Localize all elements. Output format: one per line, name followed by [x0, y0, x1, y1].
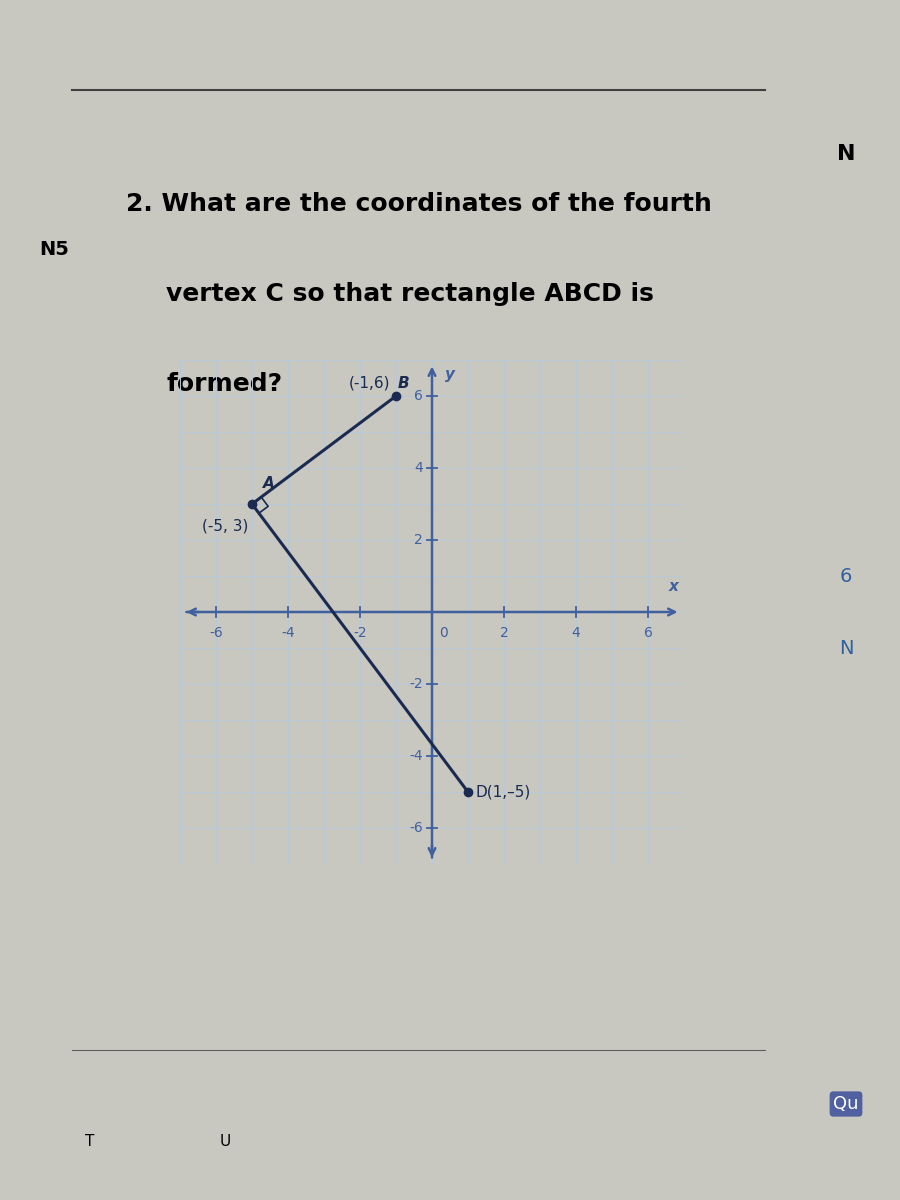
Text: 4: 4 — [414, 461, 423, 475]
Text: 6: 6 — [644, 626, 652, 641]
Text: N: N — [837, 144, 855, 164]
Text: 0: 0 — [439, 626, 448, 641]
Text: 6: 6 — [414, 389, 423, 403]
Text: (-5, 3): (-5, 3) — [202, 518, 248, 533]
Text: vertex C so that rectangle ABCD is: vertex C so that rectangle ABCD is — [166, 282, 654, 306]
Text: 4: 4 — [572, 626, 580, 641]
Text: y: y — [445, 367, 455, 382]
Text: N5: N5 — [39, 240, 69, 259]
Text: -6: -6 — [410, 821, 423, 835]
Text: T: T — [86, 1134, 94, 1148]
Text: -2: -2 — [410, 677, 423, 691]
Text: U: U — [220, 1134, 230, 1148]
Text: 6: 6 — [840, 566, 852, 586]
Text: -6: -6 — [209, 626, 223, 641]
Text: B: B — [398, 376, 410, 391]
Text: formed?: formed? — [166, 372, 283, 396]
Text: A: A — [263, 476, 274, 492]
Text: Qu: Qu — [833, 1094, 859, 1114]
Text: (-1,6): (-1,6) — [349, 376, 391, 391]
Text: 2. What are the coordinates of the fourth: 2. What are the coordinates of the fourt… — [126, 192, 712, 216]
Text: 2: 2 — [414, 533, 423, 547]
Text: x: x — [669, 578, 678, 594]
Text: -4: -4 — [410, 749, 423, 763]
Text: -4: -4 — [281, 626, 295, 641]
Text: 2: 2 — [500, 626, 508, 641]
Text: N: N — [839, 638, 853, 658]
Text: -2: -2 — [353, 626, 367, 641]
Text: D(1,–5): D(1,–5) — [475, 785, 530, 799]
